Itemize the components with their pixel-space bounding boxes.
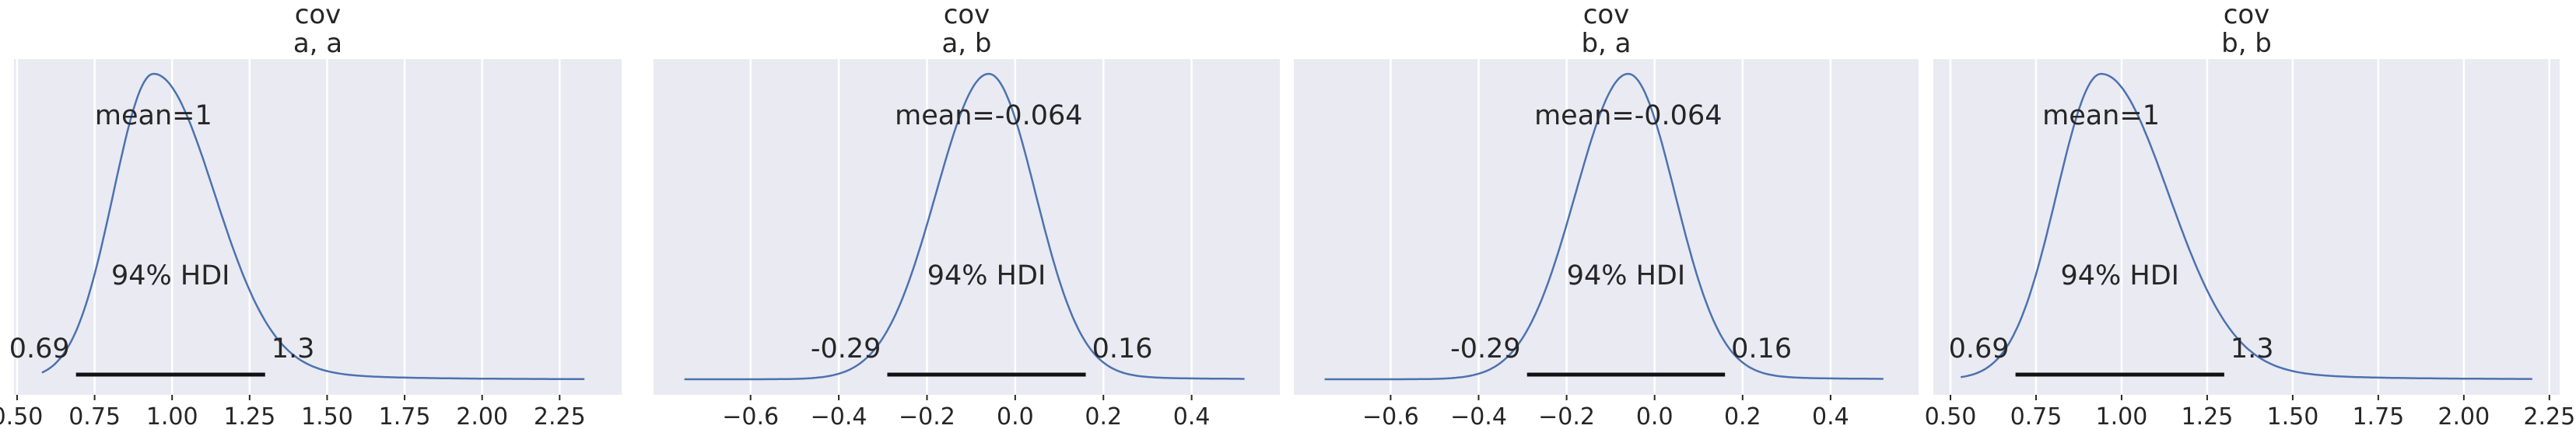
subplot-title-line2: a, b bbox=[941, 28, 991, 59]
hdi-high-label: 0.16 bbox=[1731, 333, 1792, 364]
subplot-title-line1: cov bbox=[295, 0, 342, 30]
x-tick-label: 1.50 bbox=[301, 403, 353, 429]
x-tick-label: 1.75 bbox=[379, 403, 431, 429]
x-tick-label: 0.75 bbox=[2010, 403, 2063, 429]
density-curve bbox=[1960, 72, 2532, 380]
x-tick-label: 1.25 bbox=[223, 403, 275, 429]
x-tick-label: 1.00 bbox=[2096, 403, 2148, 429]
x-tick-label: 1.25 bbox=[2182, 403, 2234, 429]
hdi-label: 94% HDI bbox=[2060, 260, 2179, 291]
x-tick-label: 1.75 bbox=[2352, 403, 2404, 429]
subplot-title-line1: cov bbox=[1583, 0, 1630, 30]
subplot-title-line1: cov bbox=[944, 0, 990, 30]
hdi-label: 94% HDI bbox=[111, 260, 230, 291]
density-curve bbox=[684, 72, 1245, 381]
hdi-low-label: 0.69 bbox=[1949, 333, 2010, 364]
x-tick-label: 0.0 bbox=[1636, 403, 1674, 429]
hdi-low-label: -0.29 bbox=[1450, 333, 1521, 364]
plot-area bbox=[14, 59, 622, 395]
hdi-label: 94% HDI bbox=[927, 260, 1046, 291]
x-tick-label: 0.2 bbox=[1724, 403, 1761, 429]
x-tick-label: 0.2 bbox=[1085, 403, 1122, 429]
x-tick-label: 2.00 bbox=[456, 403, 508, 429]
subplot-title-line2: b, b bbox=[2221, 28, 2272, 59]
x-tick-label: −0.2 bbox=[899, 403, 955, 429]
density-curve bbox=[41, 72, 585, 381]
x-tick-label: −0.4 bbox=[811, 403, 867, 429]
x-tick-label: 0.50 bbox=[0, 403, 43, 429]
hdi-high-label: 0.16 bbox=[1092, 333, 1153, 364]
plot-area bbox=[1933, 59, 2560, 395]
hdi-low-label: 0.69 bbox=[9, 333, 70, 364]
mean-label: mean=-0.064 bbox=[1534, 100, 1722, 131]
hdi-high-label: 1.3 bbox=[272, 333, 315, 364]
mean-label: mean=-0.064 bbox=[895, 100, 1082, 131]
subplot-title-line2: a, a bbox=[293, 28, 342, 59]
x-tick-label: 1.00 bbox=[146, 403, 198, 429]
x-tick-label: −0.6 bbox=[722, 403, 779, 429]
x-tick-label: 0.75 bbox=[68, 403, 121, 429]
subplot-title-line1: cov bbox=[2224, 0, 2270, 30]
x-tick-label: 2.25 bbox=[2523, 403, 2575, 429]
x-tick-label: −0.6 bbox=[1362, 403, 1419, 429]
plot-area bbox=[1294, 59, 1919, 395]
x-tick-label: 1.50 bbox=[2266, 403, 2318, 429]
hdi-label: 94% HDI bbox=[1567, 260, 1686, 291]
x-tick-label: −0.2 bbox=[1538, 403, 1595, 429]
hdi-low-label: -0.29 bbox=[811, 333, 881, 364]
mean-label: mean=1 bbox=[95, 100, 212, 131]
density-curve bbox=[1324, 72, 1884, 381]
x-tick-label: 2.25 bbox=[534, 403, 586, 429]
x-tick-label: 0.4 bbox=[1173, 403, 1211, 429]
hdi-high-label: 1.3 bbox=[2231, 333, 2274, 364]
x-tick-label: 2.00 bbox=[2438, 403, 2490, 429]
x-tick-label: 0.50 bbox=[1925, 403, 1977, 429]
subplot-title-line2: b, a bbox=[1581, 28, 1631, 59]
plot-area bbox=[654, 59, 1280, 395]
mean-label: mean=1 bbox=[2042, 100, 2160, 131]
x-tick-label: 0.4 bbox=[1812, 403, 1849, 429]
x-tick-label: −0.4 bbox=[1450, 403, 1507, 429]
x-tick-label: 0.0 bbox=[997, 403, 1034, 429]
